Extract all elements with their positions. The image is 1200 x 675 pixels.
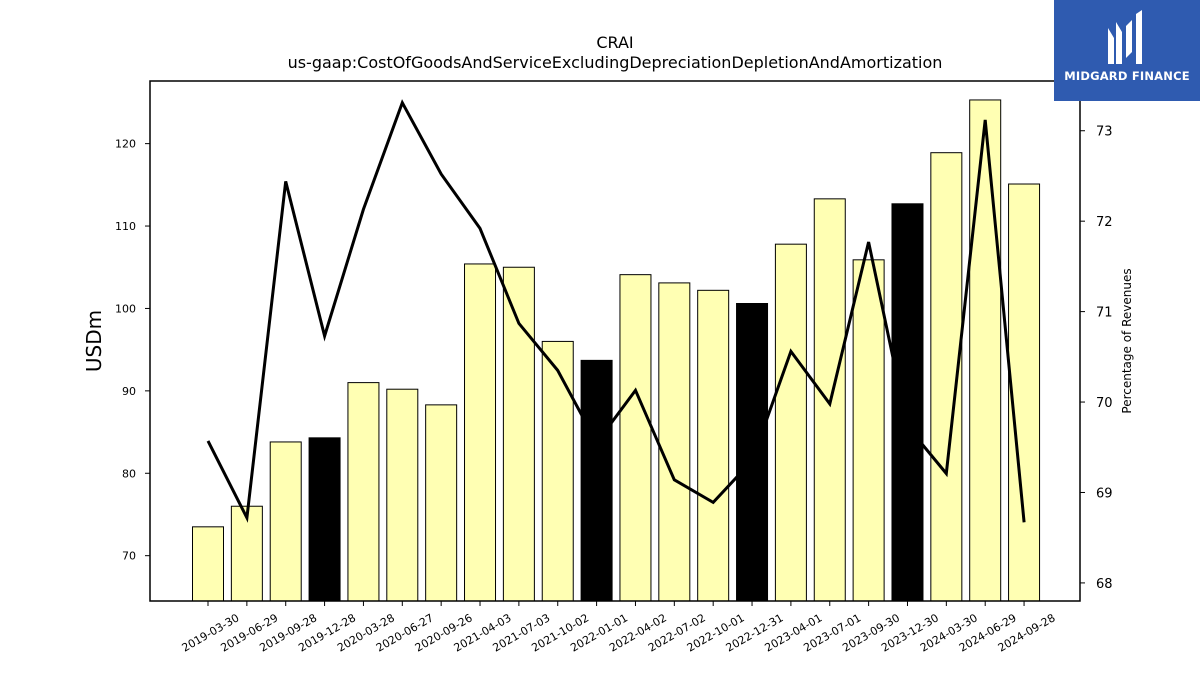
y-tick-label-right: 70 — [1096, 396, 1113, 411]
y-axis-right: 68 69 70 71 72 73 — [1080, 125, 1113, 592]
bar — [464, 263, 497, 602]
y-tick-label: 70 — [122, 550, 136, 563]
y-axis-left: 70 80 90 100 110 120 — [115, 138, 150, 563]
y-tick-label: 110 — [115, 220, 136, 233]
bar — [308, 437, 341, 602]
bar — [502, 266, 535, 602]
bar — [697, 289, 730, 602]
chart-subtitle: us-gaap:CostOfGoodsAndServiceExcludingDe… — [288, 53, 943, 72]
series-line — [206, 99, 1026, 523]
line-group — [206, 99, 1026, 523]
y-tick-label: 80 — [122, 467, 136, 480]
bar — [541, 340, 574, 602]
bar — [347, 382, 380, 602]
chart-title: CRAI — [596, 33, 633, 52]
bar — [386, 388, 419, 602]
y-tick-label: 120 — [115, 138, 136, 151]
bar — [774, 243, 807, 602]
bar — [969, 99, 1002, 602]
bar — [1008, 183, 1041, 602]
bar — [891, 203, 924, 602]
y-tick-label-right: 73 — [1096, 125, 1113, 140]
brand-logo: MIDGARD FINANCE — [1054, 0, 1200, 101]
bar — [192, 526, 224, 602]
bar — [425, 404, 458, 602]
bar — [580, 359, 613, 602]
x-axis: 2019-03-302019-06-292019-09-282019-12-28… — [180, 601, 1058, 655]
bar — [736, 303, 769, 602]
y-tick-label-right: 68 — [1096, 577, 1113, 592]
bar — [230, 505, 263, 602]
y-tick-label-right: 69 — [1096, 486, 1113, 501]
brand-name: MIDGARD FINANCE — [1064, 69, 1190, 83]
bar — [852, 259, 885, 602]
y-tick-label-right: 72 — [1096, 215, 1113, 230]
y-tick-label: 90 — [122, 385, 136, 398]
bar — [619, 274, 652, 602]
y-tick-label: 100 — [115, 302, 136, 315]
logo-mark-icon — [1108, 10, 1142, 64]
y-axis-label-right: Percentage of Revenues — [1120, 268, 1134, 413]
bar — [658, 282, 691, 602]
plot-frame — [149, 80, 1081, 602]
y-tick-label-right: 71 — [1096, 306, 1113, 321]
bar — [269, 441, 302, 602]
bars-group — [192, 99, 1041, 602]
y-axis-label: USDm — [82, 310, 106, 372]
